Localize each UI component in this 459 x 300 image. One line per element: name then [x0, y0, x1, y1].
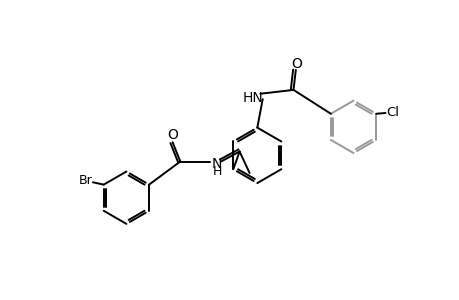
Text: Cl: Cl: [386, 106, 399, 119]
Text: O: O: [167, 128, 178, 142]
Text: H: H: [212, 165, 222, 178]
Text: HN: HN: [242, 91, 263, 105]
Text: N: N: [212, 157, 222, 171]
Text: O: O: [291, 57, 302, 71]
Text: Br: Br: [78, 174, 92, 187]
